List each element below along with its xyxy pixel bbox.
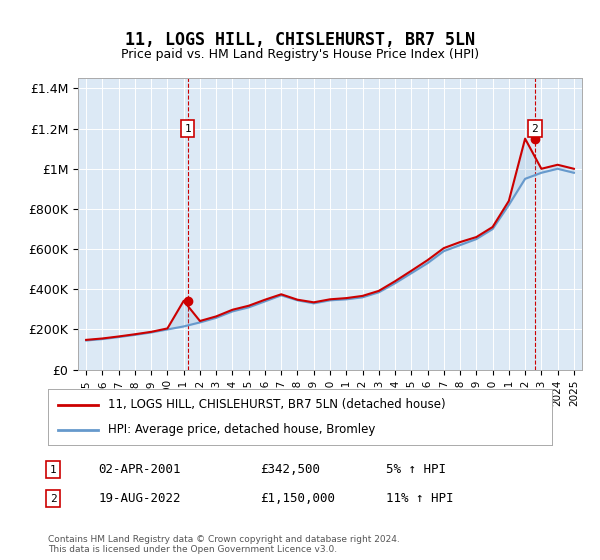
Text: 11, LOGS HILL, CHISLEHURST, BR7 5LN: 11, LOGS HILL, CHISLEHURST, BR7 5LN: [125, 31, 475, 49]
Text: 1: 1: [184, 124, 191, 134]
Text: £342,500: £342,500: [260, 463, 320, 476]
Text: HPI: Average price, detached house, Bromley: HPI: Average price, detached house, Brom…: [109, 423, 376, 436]
Text: 11, LOGS HILL, CHISLEHURST, BR7 5LN (detached house): 11, LOGS HILL, CHISLEHURST, BR7 5LN (det…: [109, 398, 446, 412]
Text: 2: 2: [532, 124, 538, 134]
Text: 2: 2: [50, 494, 56, 504]
Text: 1: 1: [50, 465, 56, 475]
Text: £1,150,000: £1,150,000: [260, 492, 335, 505]
Text: 5% ↑ HPI: 5% ↑ HPI: [386, 463, 446, 476]
Text: 19-AUG-2022: 19-AUG-2022: [98, 492, 181, 505]
Text: Contains HM Land Registry data © Crown copyright and database right 2024.
This d: Contains HM Land Registry data © Crown c…: [48, 535, 400, 554]
Text: Price paid vs. HM Land Registry's House Price Index (HPI): Price paid vs. HM Land Registry's House …: [121, 48, 479, 60]
Text: 02-APR-2001: 02-APR-2001: [98, 463, 181, 476]
Text: 11% ↑ HPI: 11% ↑ HPI: [386, 492, 453, 505]
